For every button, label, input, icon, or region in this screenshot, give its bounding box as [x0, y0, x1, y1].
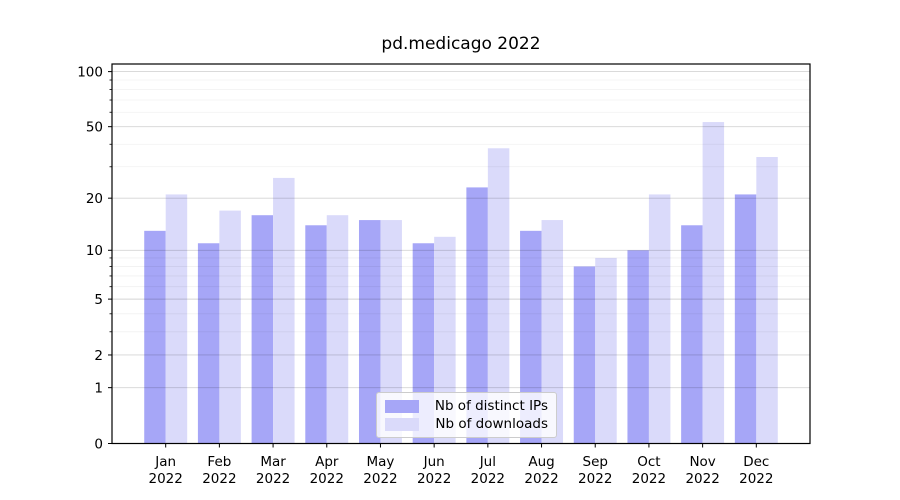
bar-jan-distinct-ips: [144, 230, 166, 444]
y-major-gridlines: [112, 71, 810, 389]
chart-title: pd.medicago 2022: [381, 34, 541, 54]
bar-feb-distinct-ips: [197, 243, 220, 444]
bar-feb-downloads: [219, 210, 241, 444]
bar-mar-distinct-ips: [251, 215, 274, 444]
y-tick-label-100: 100: [77, 64, 103, 80]
legend-item-distinct-ips: Nb of distinct IPs: [385, 398, 548, 414]
bar-aug-downloads: [541, 220, 564, 444]
bar-aug-distinct-ips: [520, 230, 542, 444]
legend-swatch-distinct-ips: [385, 399, 419, 413]
x-tick-label-year-apr: 2022: [310, 471, 344, 487]
legend-item-downloads: Nb of downloads: [385, 416, 548, 432]
bars: [144, 122, 778, 444]
bar-sep-distinct-ips: [573, 266, 596, 444]
x-tick-label-month-sep: Sep: [583, 454, 608, 470]
bar-nov-distinct-ips: [681, 225, 703, 444]
bar-apr-downloads: [326, 215, 349, 444]
bar-may-downloads: [380, 220, 402, 444]
x-tick-label-month-jan: Jan: [154, 454, 176, 470]
x-tick-label-month-jul: Jul: [479, 454, 496, 470]
x-tick-label-month-oct: Oct: [637, 454, 660, 470]
x-tick-label-year-mar: 2022: [256, 471, 290, 487]
bar-dec-downloads: [756, 157, 778, 444]
y-axis: 0 1 2 5 10 20 50 100: [77, 64, 112, 452]
y-minor-gridlines: [112, 79, 810, 333]
x-tick-label-year-may: 2022: [363, 471, 397, 487]
y-tick-label-20: 20: [86, 191, 103, 207]
x-tick-label-year-sep: 2022: [578, 471, 612, 487]
bar-oct-distinct-ips: [627, 250, 649, 444]
x-tick-label-year-feb: 2022: [202, 471, 236, 487]
bar-oct-downloads: [648, 194, 671, 444]
legend: Nb of distinct IPs Nb of downloads: [376, 392, 557, 438]
y-tick-label-5: 5: [94, 292, 103, 308]
x-tick-label-year-nov: 2022: [685, 471, 719, 487]
x-tick-label-year-jul: 2022: [471, 471, 505, 487]
x-tick-label-month-mar: Mar: [260, 454, 286, 470]
legend-label-downloads: Nb of downloads: [435, 416, 548, 432]
bar-jul-distinct-ips: [466, 187, 488, 444]
x-tick-label-month-dec: Dec: [743, 454, 769, 470]
bar-jan-downloads: [165, 194, 188, 444]
x-tick-label-year-oct: 2022: [632, 471, 666, 487]
bar-may-distinct-ips: [358, 220, 381, 444]
axes-spines: [111, 63, 811, 445]
bar-jul-downloads: [487, 148, 510, 444]
x-tick-label-year-dec: 2022: [739, 471, 773, 487]
y-tick-label-10: 10: [86, 243, 103, 259]
x-tick-label-month-aug: Aug: [528, 454, 554, 470]
y-tick-label-1: 1: [94, 380, 103, 396]
x-axis: Jan2022Feb2022Mar2022Apr2022May2022Jun20…: [149, 443, 773, 487]
x-tick-label-month-feb: Feb: [207, 454, 231, 470]
bar-mar-downloads: [273, 177, 295, 444]
bar-nov-downloads: [702, 122, 725, 444]
x-tick-label-month-may: May: [366, 454, 394, 470]
bar-sep-downloads: [595, 257, 617, 444]
bar-apr-distinct-ips: [305, 225, 327, 444]
legend-label-distinct-ips: Nb of distinct IPs: [434, 398, 548, 414]
y-tick-label-0: 0: [94, 436, 103, 452]
y-tick-label-50: 50: [86, 119, 103, 135]
x-tick-label-month-apr: Apr: [315, 454, 339, 470]
x-tick-label-year-jan: 2022: [149, 471, 183, 487]
x-tick-label-year-jun: 2022: [417, 471, 451, 487]
legend-swatch-downloads: [385, 417, 419, 431]
x-tick-label-year-aug: 2022: [524, 471, 558, 487]
y-tick-label-2: 2: [94, 348, 103, 364]
x-tick-label-month-jun: Jun: [423, 454, 445, 470]
x-tick-label-month-nov: Nov: [689, 454, 715, 470]
bar-dec-distinct-ips: [734, 194, 757, 444]
bar-jun-downloads: [434, 236, 456, 444]
